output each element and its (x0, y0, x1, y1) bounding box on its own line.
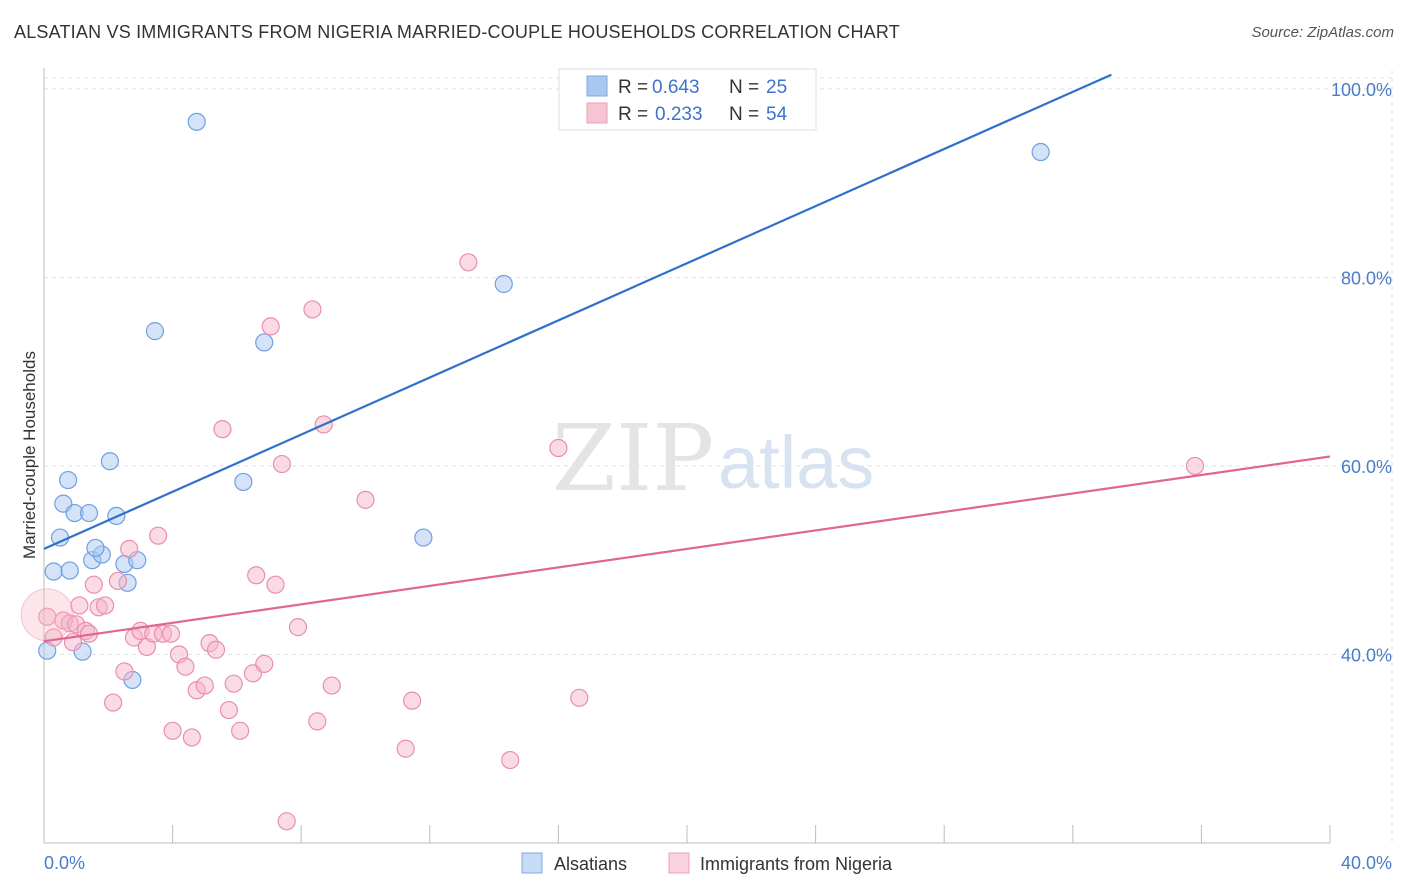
alsatian-point (86, 538, 105, 558)
nigeria-point (403, 691, 422, 710)
axes (43, 68, 1331, 844)
legend-swatch-alsatians (521, 852, 543, 874)
nigeria-point (44, 628, 63, 647)
alsatian-trend-line (43, 73, 1112, 550)
nigeria-point (356, 490, 375, 509)
alsatian-point (234, 472, 253, 492)
nigeria-point (261, 317, 280, 336)
nigeria-point (459, 253, 478, 272)
nigeria-point (108, 571, 128, 591)
alsatian-point (100, 452, 120, 471)
x-tick-label-max: 40.0% (1341, 853, 1392, 873)
nigeria-point (182, 728, 201, 747)
alsatian-point (145, 322, 165, 341)
nigeria-point (288, 618, 308, 637)
alsatian-point (44, 562, 63, 581)
legend-label-nigeria: Immigrants from Nigeria (700, 854, 893, 874)
nigeria-point (322, 676, 341, 695)
legend-n-label: N = (729, 77, 759, 98)
nigeria-point (70, 596, 89, 615)
nigeria-cluster-point (20, 588, 74, 642)
nigeria-point (206, 640, 226, 659)
legend-label-alsatians: Alsatians (554, 854, 627, 874)
nigeria-point (570, 688, 589, 707)
watermark-atlas: atlas (718, 421, 874, 504)
chart-title: ALSATIAN VS IMMIGRANTS FROM NIGERIA MARR… (14, 22, 900, 42)
alsatian-point (59, 470, 78, 490)
nigeria-point (247, 566, 266, 585)
legend-swatch-alsatians (586, 75, 608, 97)
watermark-zip: ZIP (552, 405, 714, 512)
y-tick-label: 60.0% (1341, 457, 1392, 477)
legend-r-value: 0.643 (652, 77, 700, 98)
nigeria-point (149, 526, 168, 545)
alsatian-point (414, 528, 433, 547)
nigeria-trend-line (43, 455, 1331, 643)
grid-lines (44, 70, 1393, 843)
legend-r-label: R = (618, 104, 648, 125)
nigeria-point (1185, 456, 1205, 476)
nigeria-point (219, 700, 238, 720)
nigeria-point (272, 454, 292, 474)
nigeria-point (224, 674, 243, 693)
nigeria-point (213, 420, 232, 439)
legend-swatch-nigeria (586, 102, 608, 124)
nigeria-point (176, 657, 195, 676)
trend-lines (43, 73, 1331, 643)
y-tick-label: 40.0% (1341, 645, 1392, 665)
source-label: Source: ZipAtlas.com (1251, 24, 1394, 41)
nigeria-point (115, 662, 134, 681)
nigeria-point (84, 575, 103, 594)
alsatian-point (79, 503, 99, 523)
alsatian-point (494, 274, 513, 294)
nigeria-point (266, 575, 285, 594)
y-tick-label: 100.0% (1331, 80, 1392, 100)
nigeria-point (161, 624, 181, 643)
y-tick-label: 80.0% (1341, 268, 1392, 288)
nigeria-point (549, 438, 568, 458)
nigeria-point (195, 676, 214, 695)
nigeria-point (163, 721, 182, 740)
nigeria-point (396, 739, 415, 758)
nigeria-point (303, 300, 322, 319)
alsatian-point (60, 561, 79, 580)
legend-n-value: 25 (766, 77, 787, 98)
alsatian-point (187, 112, 206, 131)
legend-r-label: R = (618, 77, 648, 98)
alsatian-point (255, 333, 274, 352)
y-axis-title: Married-couple Households (20, 351, 39, 559)
series-legend: Alsatians Immigrants from Nigeria (521, 852, 893, 874)
x-tick-label-min: 0.0% (44, 853, 85, 873)
watermark: ZIP atlas (552, 405, 874, 512)
nigeria-point (308, 712, 327, 731)
nigeria-point (255, 654, 274, 673)
legend-n-label: N = (729, 104, 759, 125)
y-tick-labels: 40.0% 60.0% 80.0% 100.0% (1331, 80, 1392, 666)
nigeria-point (231, 721, 250, 740)
nigeria-point (277, 812, 296, 831)
legend-r-value: 0.233 (655, 104, 703, 125)
nigeria-point (95, 596, 115, 615)
nigeria-point (104, 693, 123, 712)
correlation-legend: R = 0.643 N = 25 R = 0.233 N = 54 (558, 68, 817, 131)
nigeria-point (501, 750, 520, 770)
legend-n-value: 54 (766, 104, 788, 125)
nigeria-point (120, 539, 139, 558)
legend-swatch-nigeria (668, 852, 690, 874)
alsatian-point (1031, 142, 1050, 162)
